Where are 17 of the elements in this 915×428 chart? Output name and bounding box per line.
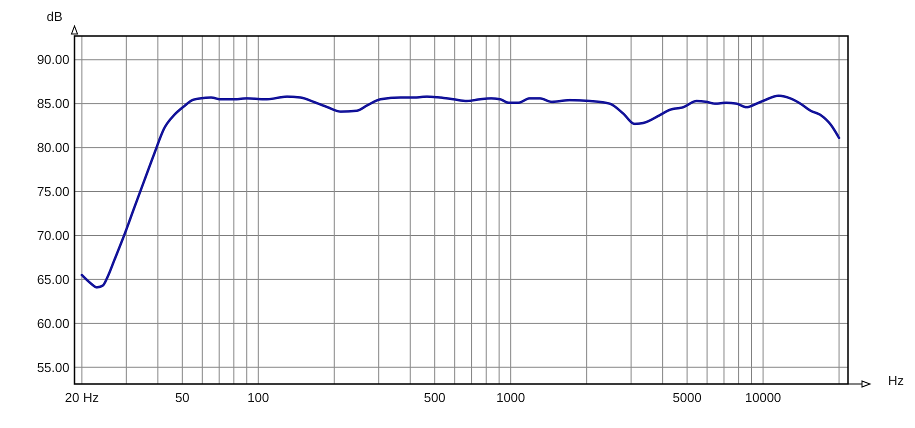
y-tick-label: 90.00	[36, 52, 70, 68]
y-tick-label: 60.00	[36, 316, 70, 331]
x-tick-label: 100	[247, 390, 270, 405]
y-tick-label: 75.00	[36, 184, 70, 200]
x-axis-title: Hz	[888, 373, 904, 388]
y-tick-label: 85.00	[36, 96, 70, 112]
y-tick-label: 70.00	[36, 228, 70, 243]
y-tick-label: 80.00	[36, 140, 70, 156]
x-tick-label: 1000	[496, 390, 526, 405]
y-tick-label: 55.00	[36, 360, 70, 375]
x-tick-label: 20 Hz	[64, 390, 99, 405]
x-tick-label: 50	[175, 390, 190, 405]
x-tick-label: 10000	[745, 390, 782, 405]
y-tick-label: 65.00	[36, 272, 70, 287]
x-tick-label: 5000	[672, 390, 702, 405]
x-tick-label: 500	[424, 390, 446, 405]
y-axis-title: dB	[46, 9, 62, 24]
